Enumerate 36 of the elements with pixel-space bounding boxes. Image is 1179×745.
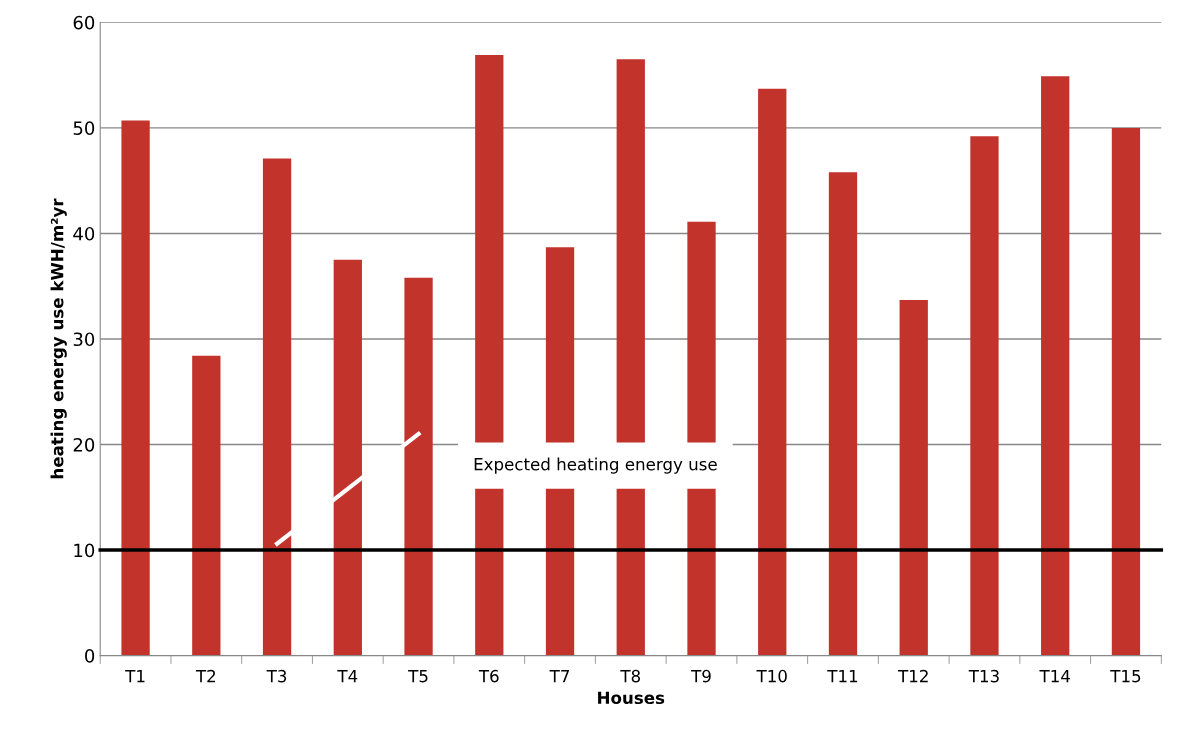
bar [121,120,150,656]
x-tick-label: T8 [620,669,641,683]
bar [404,277,433,656]
x-tick-label: T7 [549,670,569,683]
bar [333,259,362,656]
bar [1111,127,1141,656]
x-tick-label: T4 [337,670,358,683]
x-tick-label: T12 [897,669,928,683]
bar [262,158,292,656]
y-tick-label: 60 [73,15,95,30]
x-tick-label: T3 [266,669,287,683]
x-tick-label: T5 [408,670,428,683]
x-tick-label: T2 [195,669,216,683]
bar [192,355,221,656]
bar [758,88,787,656]
bar [828,172,858,656]
x-tick-label: T6 [478,669,499,683]
x-axis-title: Houses [598,691,665,705]
bar [970,136,999,656]
y-tick-label: 50 [73,121,95,136]
ref-line-label: Expected heating energy use [474,457,717,474]
y-tick-label: 0 [85,649,95,663]
x-tick-label: T14 [1039,670,1070,683]
x-tick-label: T11 [827,670,858,683]
x-tick-label: T10 [756,669,787,683]
x-tick-label: T13 [968,669,999,683]
bar [899,299,928,656]
y-tick-label: 20 [73,437,95,452]
y-tick-label: 40 [73,226,95,241]
y-tick-label: 30 [73,332,95,347]
y-axis-title: heating energy use kWH/m²yr [50,198,67,479]
x-tick-label: T15 [1110,670,1141,683]
bar [1041,76,1070,656]
x-tick-label: T1 [125,670,145,683]
y-tick-label: 10 [74,543,95,558]
x-tick-label: T9 [691,669,711,683]
